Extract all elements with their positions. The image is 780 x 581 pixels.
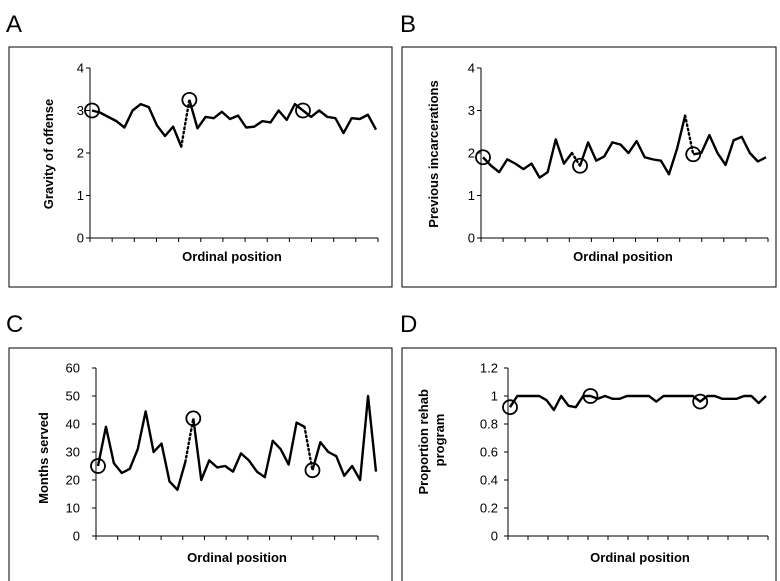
panel-a-xlabel: Ordinal position bbox=[182, 249, 282, 264]
panel-c: C Ordinal position Months served 0 10 20 30… bbox=[6, 311, 393, 581]
panel-c-y-tick-label: 50 bbox=[66, 389, 80, 404]
panel-c-y-tick-label: 40 bbox=[66, 417, 80, 432]
panel-b-xlabel: Ordinal position bbox=[573, 249, 673, 264]
panel-c-series-line-2 bbox=[192, 418, 306, 482]
panel-a-frame bbox=[8, 46, 393, 288]
panel-letter-d: D bbox=[400, 311, 417, 338]
panel-c-ylabel: Months served bbox=[36, 412, 51, 504]
panel-d-y-tick-label: 1.2 bbox=[480, 361, 498, 376]
panel-c-y-tick-label: 20 bbox=[66, 473, 80, 488]
panel-d-xlabel: Ordinal position bbox=[590, 550, 690, 565]
panel-letter-b: B bbox=[400, 11, 416, 38]
panel-b-frame bbox=[401, 46, 777, 288]
panel-a-circle-marker bbox=[295, 102, 311, 119]
panel-c-xlabel: Ordinal position bbox=[187, 550, 287, 565]
panel-d-circle-marker bbox=[582, 388, 599, 404]
panel-a-ylabel: Gravity of offense bbox=[41, 99, 56, 210]
panel-d-y-tick-label: 1 bbox=[491, 389, 498, 404]
panel-c-y-tick-label: 30 bbox=[66, 445, 80, 460]
panel-c-series-line-1 bbox=[96, 410, 187, 491]
panel-d-circle-marker bbox=[692, 393, 709, 410]
panel-c-frame bbox=[8, 347, 393, 581]
panel-a-series-line-2 bbox=[188, 99, 378, 135]
panel-c-y-tick-label: 60 bbox=[66, 361, 80, 376]
panel-c-circle-marker bbox=[304, 462, 321, 479]
panel-a-y-tick-label: 2 bbox=[77, 146, 84, 161]
panel-b-y-tick-label: 1 bbox=[468, 188, 475, 203]
panel-b-circle-marker bbox=[572, 157, 588, 174]
panel-d-y-tick-label: 0.8 bbox=[480, 417, 498, 432]
panel-c-circle-marker bbox=[185, 410, 202, 427]
panel-c-y-tick-label: 10 bbox=[66, 501, 80, 516]
panel-b-series-line-1 bbox=[482, 138, 573, 179]
panel-letter-a: A bbox=[6, 11, 22, 38]
panel-b-series-line-3 bbox=[693, 133, 767, 167]
panel-d-ylabel-line1: Proportion rehab bbox=[416, 389, 431, 495]
panel-b: B Ordinal position Previous incarceratio… bbox=[400, 11, 777, 288]
panel-b-dotted-connector bbox=[570, 151, 582, 167]
panel-d-y-tick-label: 0.2 bbox=[480, 501, 498, 516]
panel-c-series-line-3 bbox=[311, 394, 378, 482]
panel-a-y-tick-label: 3 bbox=[77, 103, 84, 118]
panel-a-y-tick-label: 0 bbox=[77, 231, 84, 246]
panel-a-circle-marker bbox=[181, 91, 198, 108]
panel-b-series-line-2 bbox=[578, 115, 687, 176]
panel-d-series-line-1 bbox=[508, 394, 767, 412]
panel-c-circle-marker bbox=[90, 458, 106, 474]
panel-b-y-tick-label: 3 bbox=[468, 103, 475, 118]
panel-b-circle-marker bbox=[685, 146, 702, 163]
panel-d-y-tick-label: 0.4 bbox=[480, 473, 498, 488]
panel-a: A Ordinal position Gravity of offense 0 1… bbox=[6, 11, 393, 288]
panel-a-series-line-1 bbox=[91, 102, 183, 148]
panel-b-y-tick-label: 2 bbox=[468, 146, 475, 161]
panel-c-y-tick-label: 0 bbox=[73, 529, 80, 544]
panel-d-ylabel: Proportion rehab program bbox=[416, 385, 447, 494]
panel-a-dotted-connector bbox=[180, 98, 191, 148]
panel-d-y-tick-label: 0.6 bbox=[480, 445, 498, 460]
panel-d-frame bbox=[401, 347, 777, 581]
panel-d-circle-marker bbox=[502, 399, 518, 416]
panel-a-y-tick-label: 4 bbox=[77, 61, 84, 76]
panel-d-ylabel-line2: program bbox=[432, 414, 447, 467]
panel-d: D Ordinal position Proportion rehab prog… bbox=[400, 311, 777, 581]
panel-letter-c: C bbox=[6, 311, 23, 338]
panel-b-ylabel: Previous incarcerations bbox=[426, 80, 441, 227]
panel-b-y-tick-label: 4 bbox=[468, 61, 475, 76]
panel-d-y-tick-label: 0 bbox=[491, 529, 498, 544]
panel-b-circle-marker bbox=[475, 149, 491, 166]
panel-a-circle-marker bbox=[84, 102, 100, 119]
panel-b-y-tick-label: 0 bbox=[468, 231, 475, 246]
panel-a-y-tick-label: 1 bbox=[77, 188, 84, 203]
